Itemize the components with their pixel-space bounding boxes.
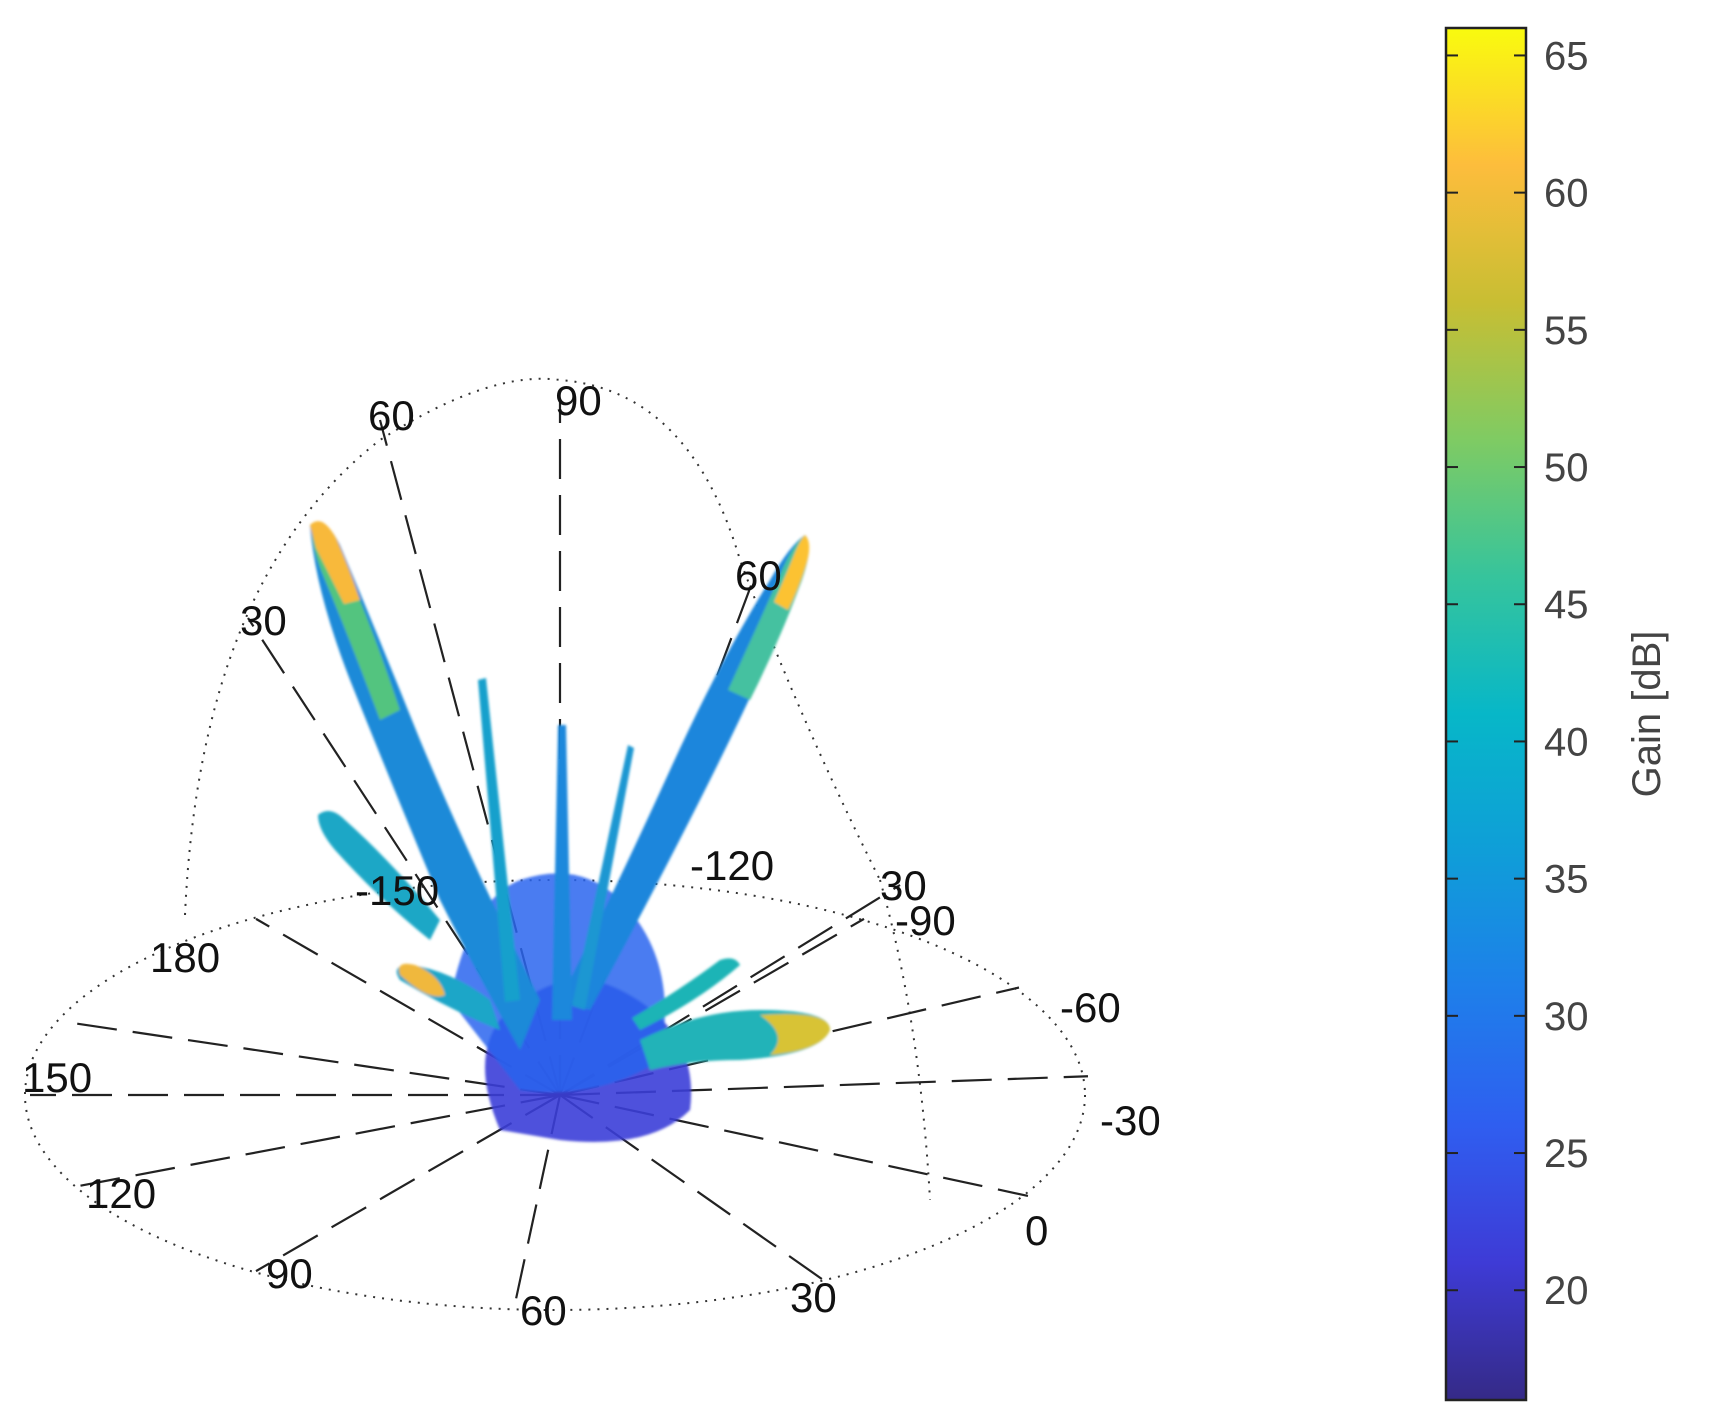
lobe-right-low-tip (760, 1014, 830, 1055)
elevation-label: 30 (240, 597, 287, 644)
azimuth-label: -30 (1100, 1097, 1161, 1144)
colorbar-tick-label: 60 (1544, 172, 1589, 216)
azimuth-ring (24, 879, 1086, 1311)
spike-center (552, 725, 572, 1020)
elevation-label: 30 (880, 862, 927, 909)
colorbar-ticks: 20 25 30 35 40 45 50 55 60 65 (1446, 34, 1589, 1313)
azimuth-label: 30 (790, 1274, 837, 1321)
colorbar-tick-label: 20 (1544, 1269, 1589, 1313)
colorbar-tick-label: 25 (1544, 1132, 1589, 1176)
colorbar-label: Gain [dB] (1625, 631, 1669, 798)
azimuth-label: -120 (690, 842, 774, 889)
lobe-left-side (318, 811, 440, 940)
azimuth-label: 180 (150, 934, 220, 981)
colorbar-tick-label: 35 (1544, 858, 1589, 902)
azimuth-spoke (61, 1020, 561, 1097)
spike-left (478, 678, 520, 1002)
colorbar-tick-label: 50 (1544, 446, 1589, 490)
colorbar-tick-label: 45 (1544, 583, 1589, 627)
colorbar-tick-label: 30 (1544, 995, 1589, 1039)
azimuth-labels: 180 150 120 90 60 30 0 -30 -60 -90 -120 -150 (22, 842, 1161, 1334)
colorbar-tick-label: 65 (1544, 34, 1589, 78)
colorbar-tick-label: 40 (1544, 720, 1589, 764)
elevation-label: 90 (555, 377, 602, 424)
azimuth-label: 150 (22, 1054, 92, 1101)
radiation-lobes (310, 521, 830, 1142)
azimuth-spoke (79, 1093, 561, 1187)
lobe-left-low-tip (399, 963, 445, 997)
azimuth-label: -150 (355, 867, 439, 914)
spike-right (572, 745, 634, 1010)
lobe-upper-left-tip (310, 521, 360, 604)
side-meridian (879, 879, 931, 1201)
spike-right-side (632, 958, 740, 1030)
lobe-upper-right-tip (774, 535, 810, 610)
colorbar: 20 25 30 35 40 45 50 55 60 65 Gain [dB] (1444, 26, 1669, 1402)
elevation-arc (184, 377, 881, 916)
elevation-labels: 30 60 90 60 30 (240, 377, 927, 909)
azimuth-label: 90 (266, 1250, 313, 1297)
azimuth-label: -60 (1060, 984, 1121, 1031)
azimuth-label: 120 (86, 1170, 156, 1217)
azimuth-label: 60 (520, 1287, 567, 1334)
colorbar-tick-label: 55 (1544, 309, 1589, 353)
elevation-label: 60 (368, 392, 415, 439)
elevation-label: 60 (735, 552, 782, 599)
dotted-frame (24, 377, 1086, 1311)
azimuth-label: 0 (1025, 1207, 1048, 1254)
azimuth-label: -90 (895, 897, 956, 944)
colorbar-gradient (1444, 26, 1528, 1402)
